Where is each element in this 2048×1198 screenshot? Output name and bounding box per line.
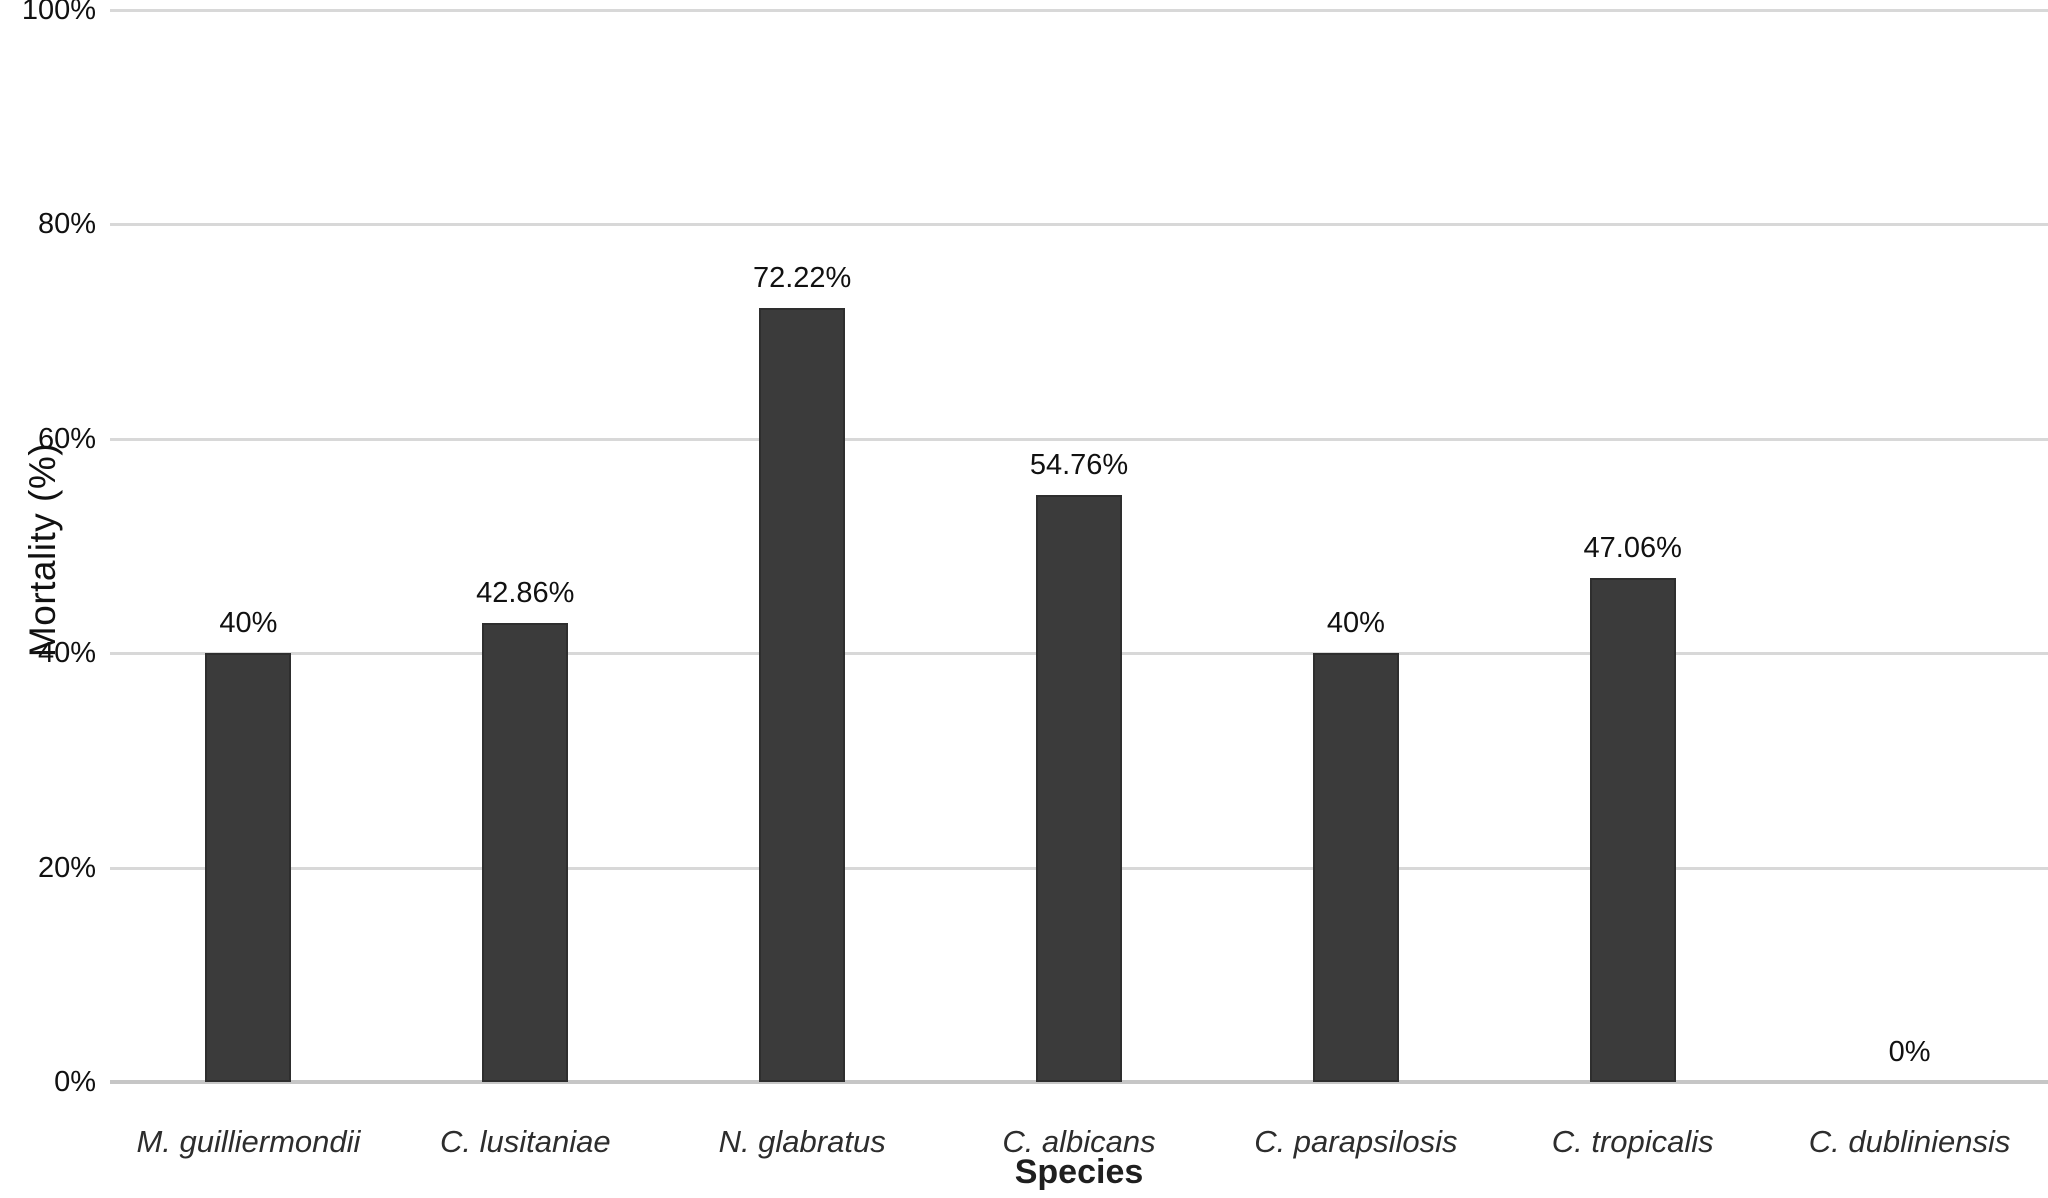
y-tick-label: 0% [54,1066,96,1098]
gridline [110,437,2048,441]
x-tick-label: N. glabratus [718,1124,886,1159]
y-tick-label: 20% [37,851,96,884]
y-tick-label: 80% [37,208,96,241]
bar-value-label: 40% [1326,607,1385,640]
x-tick-label: C. tropicalis [1551,1124,1714,1159]
bar-value-label: 47.06% [1583,531,1682,564]
bar [1036,494,1122,1082]
bar-value-label: 42.86% [476,576,575,609]
x-tick-label: C. lusitaniae [439,1124,611,1159]
gridline [110,223,2048,227]
bar [482,622,569,1082]
x-tick-label: C. albicans [1002,1124,1156,1159]
bar-value-label: 40% [219,607,278,640]
x-axis-title: Species [1014,1153,1144,1191]
gridline [110,9,2048,12]
y-axis-title: Mortality (%) [22,442,63,658]
bar [205,653,292,1082]
x-tick-label: M. guilliermondii [136,1124,361,1159]
y-tick-label: 40% [37,637,96,670]
bar [1312,653,1399,1082]
bar [1589,577,1676,1082]
bar-value-label: 0% [1888,1036,1931,1068]
bar-value-label: 54.76% [1029,448,1129,481]
x-tick-label: C. dubliniensis [1808,1124,2011,1159]
y-tick-label: 100% [21,0,96,26]
bar-value-label: 72.22% [752,261,852,294]
x-axis-line [110,1080,2048,1084]
x-tick-label: C. parapsilosis [1254,1124,1458,1159]
bar [759,307,846,1082]
y-tick-label: 60% [37,422,96,455]
